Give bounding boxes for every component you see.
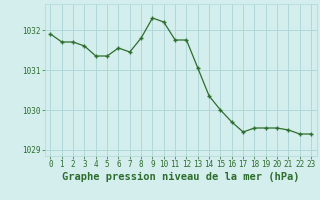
X-axis label: Graphe pression niveau de la mer (hPa): Graphe pression niveau de la mer (hPa) (62, 172, 300, 182)
